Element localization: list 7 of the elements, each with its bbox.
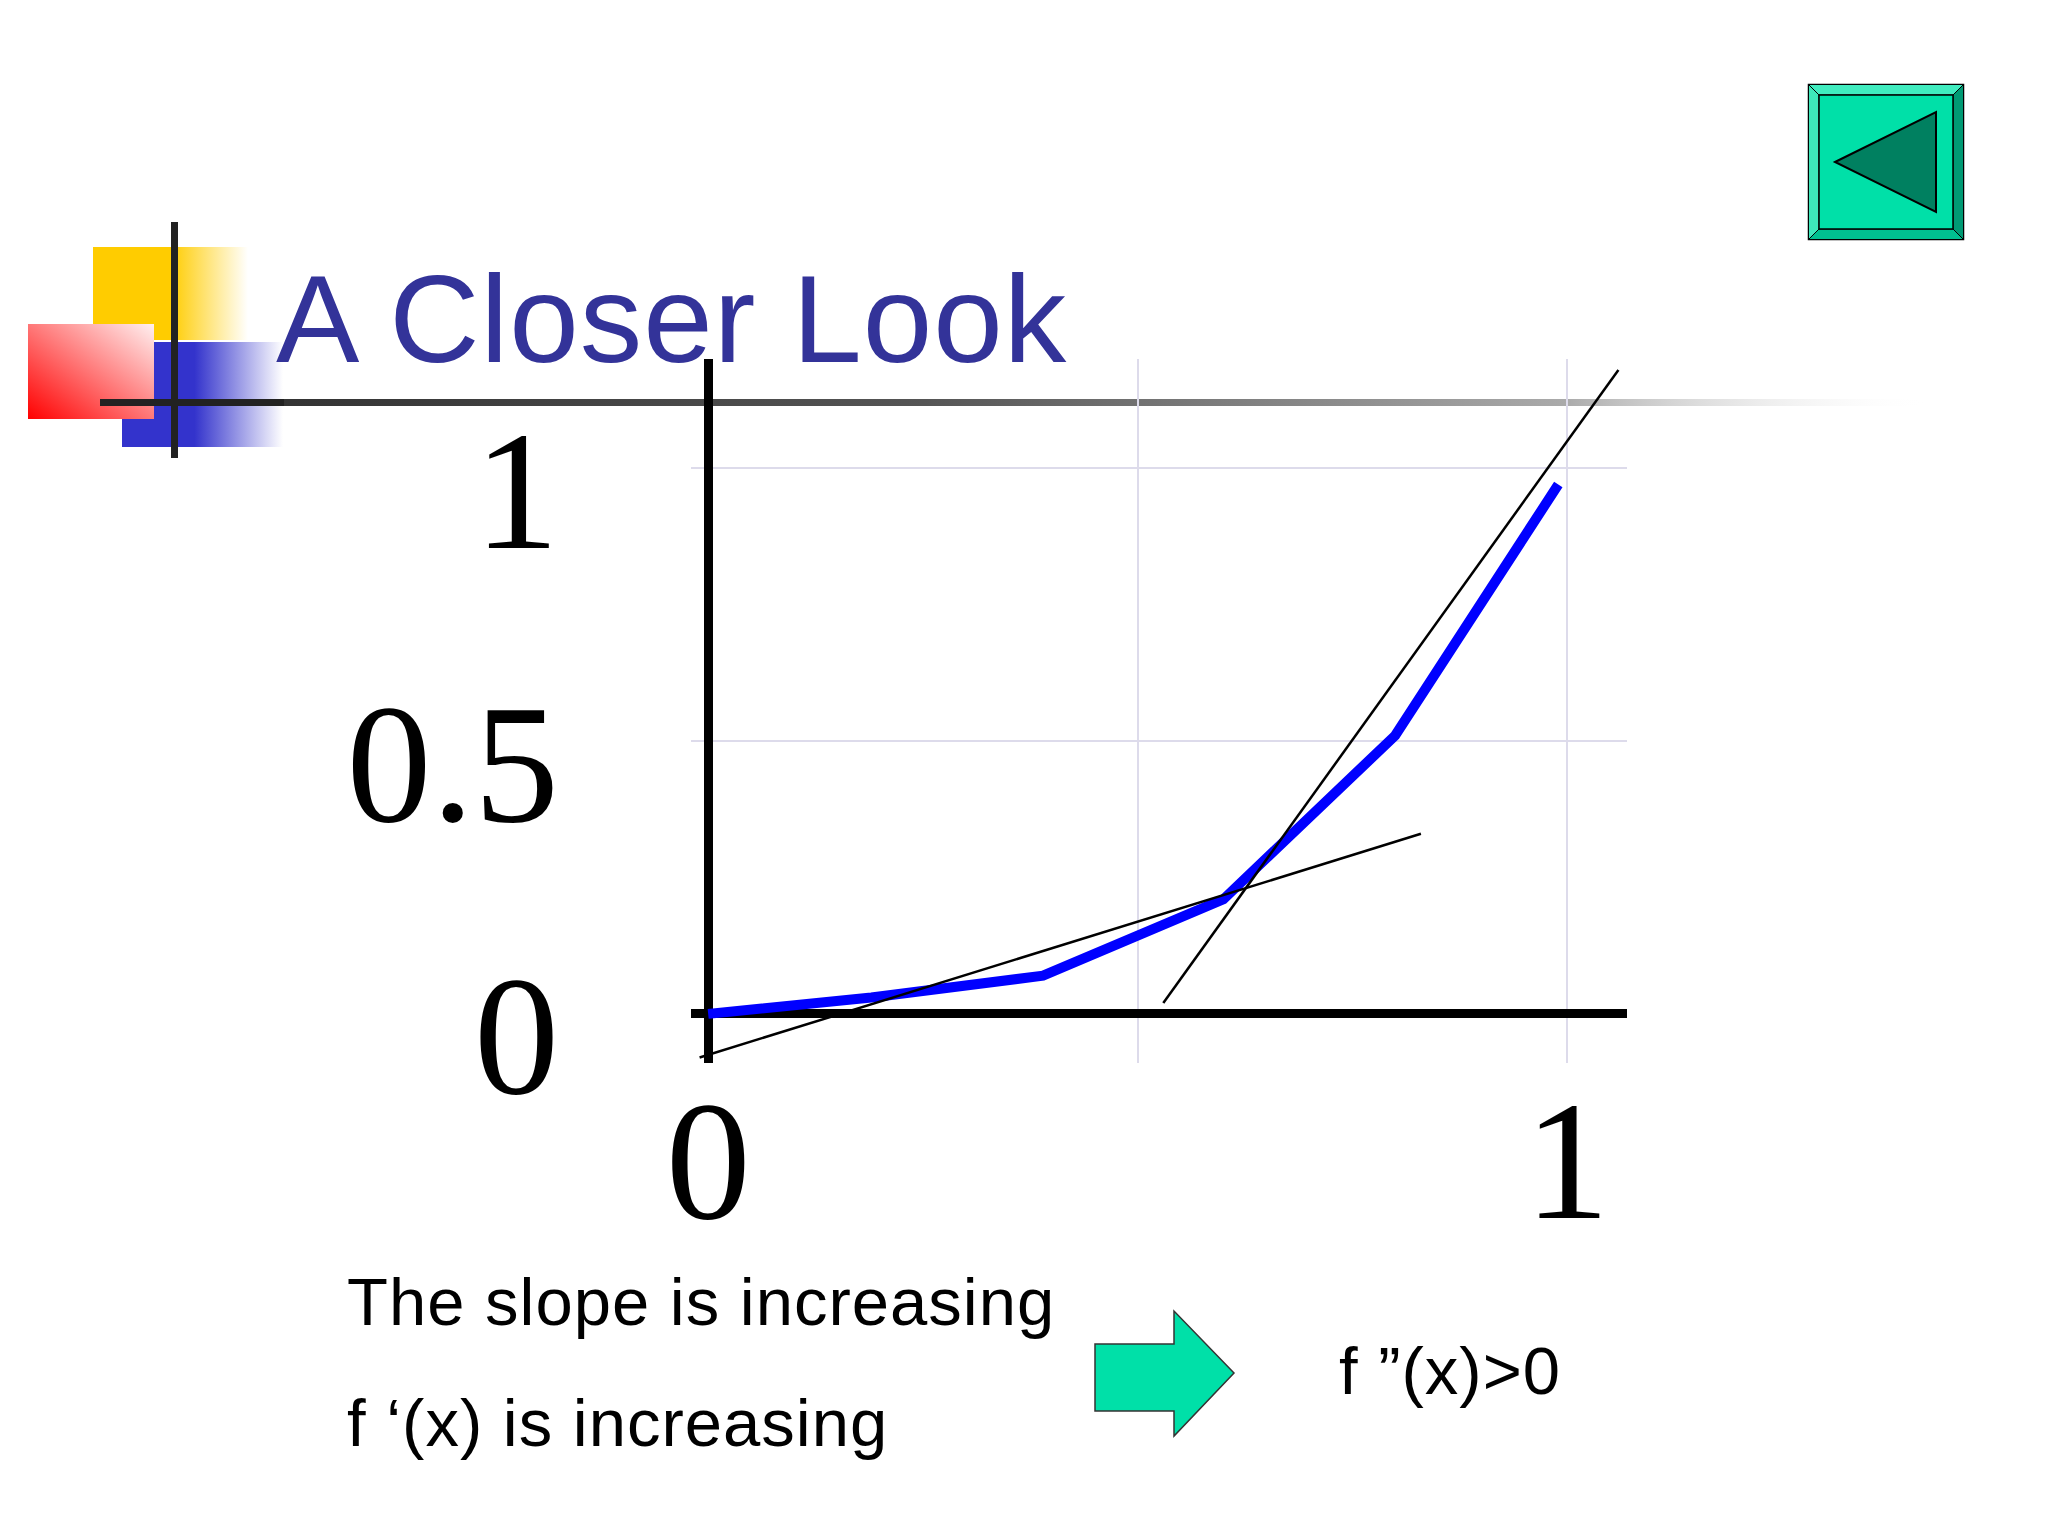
text: The slope is increasing: [347, 1264, 1056, 1340]
chart-title: A Closer Look: [276, 249, 1068, 389]
text: f ‘(x) is increasing: [347, 1385, 889, 1461]
y-tick-label: 0: [474, 942, 559, 1131]
y-tick-label: 0.5: [346, 669, 559, 858]
y-tick-label: 1: [474, 396, 559, 585]
text: f ”(x)>0: [1339, 1333, 1562, 1409]
